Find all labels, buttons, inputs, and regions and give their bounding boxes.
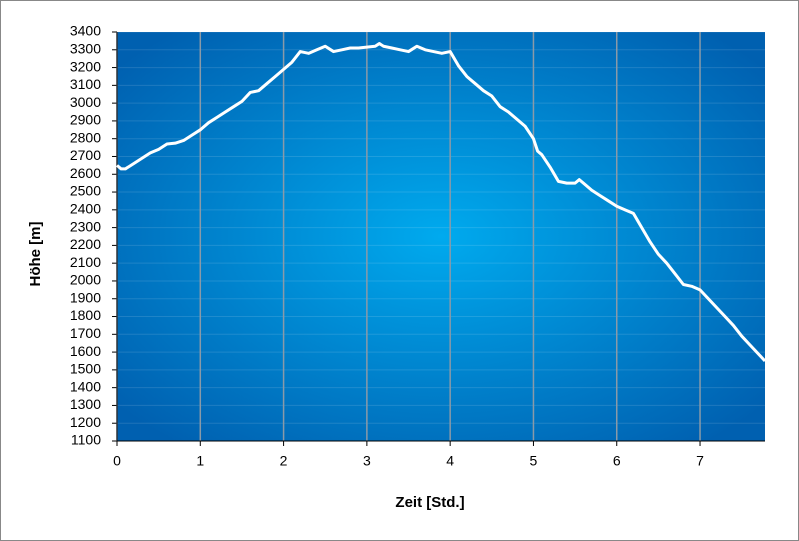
y-tick-label: 1200: [70, 414, 101, 430]
x-tick-label: 4: [446, 453, 454, 469]
y-tick-label: 1300: [70, 396, 101, 412]
y-tick-label: 2100: [70, 254, 101, 270]
y-tick-label: 1400: [70, 378, 101, 394]
x-tick-label: 1: [196, 453, 204, 469]
x-tick-label: 3: [363, 453, 371, 469]
y-tick-label: 2300: [70, 218, 101, 234]
y-tick-label: 1600: [70, 343, 101, 359]
y-tick-label: 1900: [70, 289, 101, 305]
x-tick-label: 6: [613, 453, 621, 469]
x-tick-label: 7: [696, 453, 704, 469]
y-tick-label: 3400: [70, 23, 101, 39]
plot-area: [117, 32, 765, 441]
y-axis-title: Höhe [m]: [27, 222, 44, 287]
y-tick-label: 3100: [70, 76, 101, 92]
y-tick-label: 2200: [70, 236, 101, 252]
y-tick-label: 1800: [70, 307, 101, 323]
y-tick-label: 2500: [70, 183, 101, 199]
line: [116, 42, 767, 363]
x-tick-label: 0: [113, 453, 121, 469]
y-tick-label: 2600: [70, 165, 101, 181]
y-tick-label: 3000: [70, 94, 101, 110]
y-tick-label: 2800: [70, 129, 101, 145]
y-tick-label: 2900: [70, 112, 101, 128]
y-tick-label: 1700: [70, 325, 101, 341]
y-tick-label: 2400: [70, 201, 101, 217]
y-tick-label: 2700: [70, 147, 101, 163]
x-tick-label: 2: [280, 453, 288, 469]
y-tick-label: 3300: [70, 40, 101, 56]
y-tick-label: 1100: [71, 432, 101, 448]
y-tick-label: 3200: [70, 58, 101, 74]
y-tick-label: 1500: [70, 361, 101, 377]
x-tick-label: 5: [530, 453, 538, 469]
x-axis-title: Zeit [Std.]: [395, 494, 464, 511]
y-tick-label: 2000: [70, 272, 101, 288]
